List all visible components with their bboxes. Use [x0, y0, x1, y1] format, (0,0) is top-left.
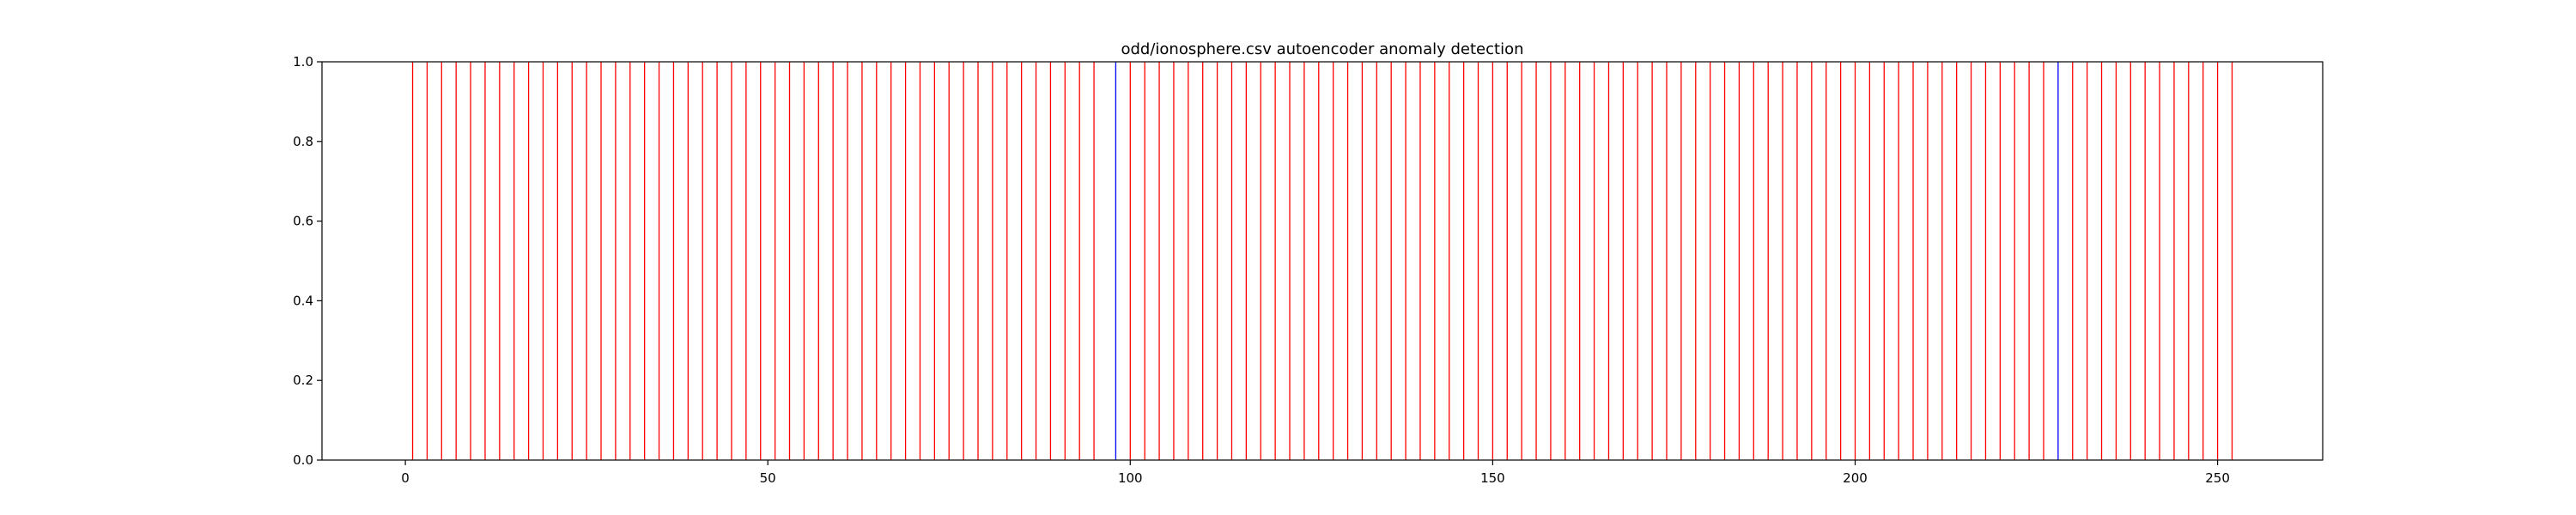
x-tick-label: 150 [1480, 470, 1505, 486]
plot-area [411, 62, 2233, 460]
y-tick-label: 1.0 [293, 54, 313, 70]
y-tick-label: 0.6 [293, 214, 313, 229]
x-tick-label: 0 [401, 470, 410, 486]
chart-title: odd/ionosphere.csv autoencoder anomaly d… [1121, 40, 1523, 58]
x-tick-label: 200 [1843, 470, 1868, 486]
y-tick-label: 0.2 [293, 373, 313, 388]
y-tick-label: 0.4 [293, 293, 313, 308]
plot-frame [321, 61, 2324, 461]
x-tick-label: 50 [760, 470, 776, 486]
x-tick-label: 250 [2205, 470, 2230, 486]
x-tick-label: 100 [1118, 470, 1143, 486]
y-tick-label: 0.8 [293, 134, 313, 149]
y-tick-label: 0.0 [293, 452, 313, 468]
y-axis: 0.0 0.2 0.4 0.6 0.8 1.0 [293, 54, 322, 468]
x-axis: 0 50 100 150 200 250 [401, 460, 2230, 486]
